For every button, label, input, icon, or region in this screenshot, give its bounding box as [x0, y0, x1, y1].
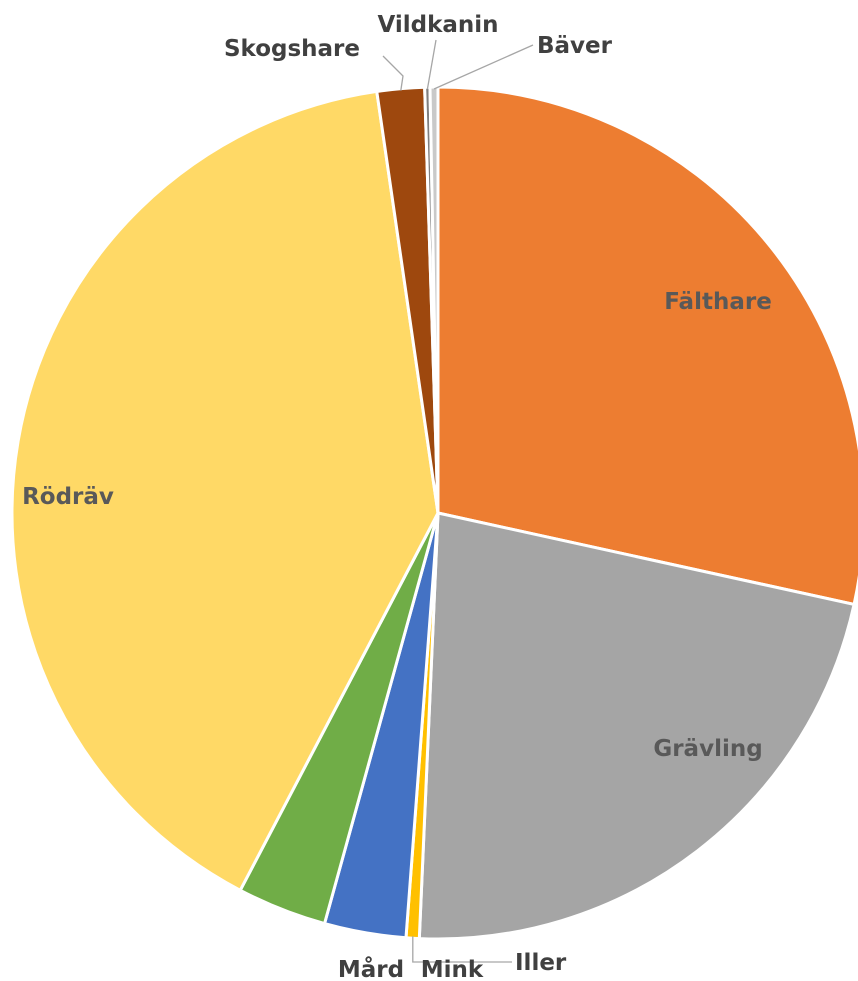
label-mard: Mård — [338, 956, 404, 981]
label-rodrav: Rödräv — [22, 484, 114, 510]
pie-slice-gravling — [417, 511, 856, 941]
label-baver: Bäver — [537, 33, 613, 59]
slice-labels: Fälthare Grävling Iller Mink Mård Rödräv… — [22, 12, 772, 981]
pie-slice-rodrav — [10, 89, 440, 893]
label-vildkanin: Vildkanin — [377, 12, 498, 38]
label-mink: Mink — [421, 957, 484, 981]
leader-iller — [412, 936, 512, 963]
leader-lines — [382, 39, 534, 963]
leader-vildkanin — [426, 39, 437, 90]
label-skogshare: Skogshare — [224, 36, 360, 62]
leader-baver — [433, 44, 534, 90]
pie-slices — [10, 85, 858, 941]
leader-skogshare — [382, 55, 404, 91]
label-gravling: Grävling — [653, 736, 762, 762]
label-falthare: Fälthare — [664, 289, 772, 315]
label-iller: Iller — [515, 950, 567, 976]
pie-slice-falthare — [436, 85, 858, 607]
